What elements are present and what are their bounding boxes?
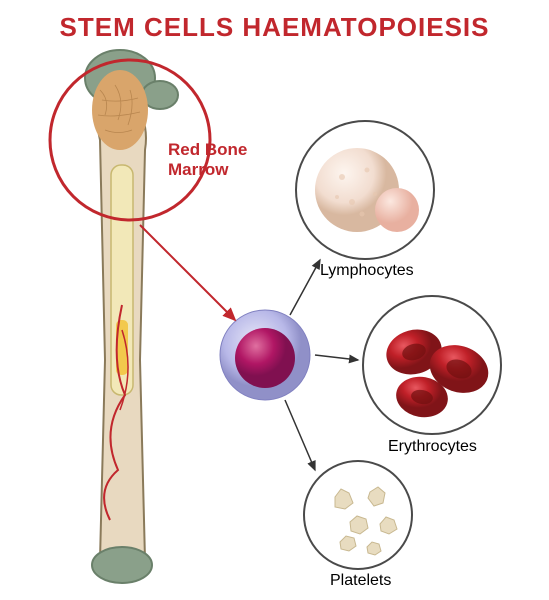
arrows-layer bbox=[0, 0, 549, 600]
arrow-stem-to-erythrocytes bbox=[315, 355, 358, 360]
arrow-marrow-to-stem bbox=[140, 225, 235, 320]
arrow-stem-to-lymphocytes bbox=[290, 260, 320, 315]
arrow-stem-to-platelets bbox=[285, 400, 315, 470]
